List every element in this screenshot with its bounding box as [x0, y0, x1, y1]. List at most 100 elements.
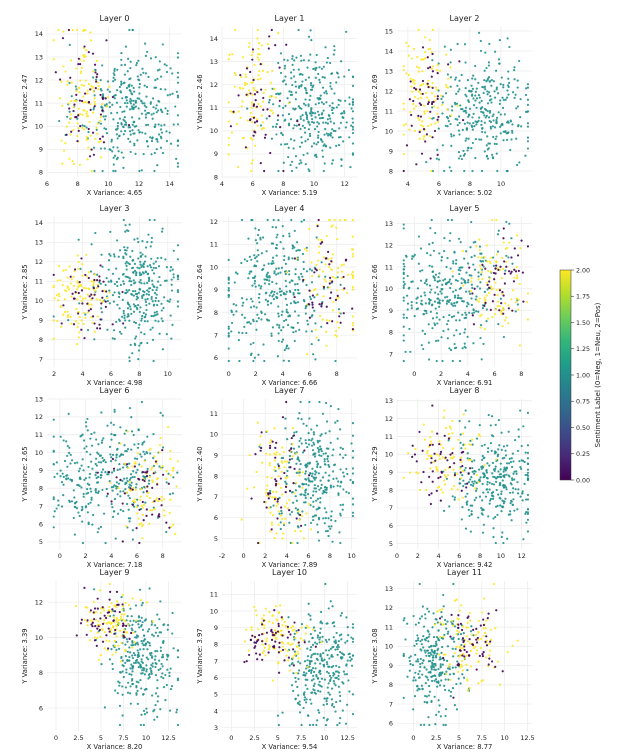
point-label-1 — [133, 90, 136, 93]
point-label-2 — [430, 123, 433, 126]
point-label-1 — [511, 491, 514, 494]
point-label-1 — [83, 478, 86, 481]
point-label-2 — [480, 256, 483, 259]
point-label-2 — [237, 110, 240, 113]
point-label-0 — [280, 506, 283, 509]
point-label-2 — [87, 271, 91, 274]
point-label-0 — [514, 270, 518, 273]
point-label-1 — [471, 116, 474, 119]
point-label-2 — [150, 468, 153, 471]
point-label-2 — [515, 274, 519, 277]
point-label-1 — [142, 692, 145, 696]
point-label-1 — [139, 648, 142, 651]
point-label-1 — [473, 459, 476, 462]
point-label-1 — [466, 149, 469, 152]
point-label-1 — [324, 432, 327, 435]
point-label-1 — [351, 480, 355, 483]
point-label-2 — [351, 274, 355, 278]
point-label-1 — [109, 230, 112, 233]
point-label-1 — [477, 275, 480, 278]
point-label-1 — [128, 83, 131, 86]
point-label-2 — [306, 353, 309, 356]
point-label-0 — [87, 276, 90, 280]
point-label-2 — [81, 113, 84, 116]
point-label-0 — [274, 482, 278, 485]
point-label-1 — [106, 299, 109, 303]
point-label-2 — [430, 169, 433, 173]
point-label-1 — [441, 288, 444, 291]
point-label-1 — [108, 302, 111, 305]
point-label-1 — [435, 157, 438, 160]
point-label-1 — [296, 456, 300, 459]
point-label-1 — [499, 504, 502, 507]
point-label-1 — [440, 336, 443, 339]
point-label-2 — [82, 322, 85, 325]
point-label-2 — [78, 163, 82, 166]
point-label-1 — [156, 626, 159, 630]
x-tick-label: 6 — [437, 180, 441, 188]
point-label-1 — [484, 51, 487, 54]
point-label-1 — [511, 452, 514, 455]
point-label-1 — [155, 288, 158, 292]
point-label-1 — [157, 695, 160, 698]
point-label-1 — [309, 472, 312, 475]
point-label-1 — [438, 305, 441, 308]
point-label-1 — [456, 118, 459, 121]
point-label-1 — [73, 462, 77, 465]
point-label-0 — [320, 302, 324, 305]
point-label-1 — [496, 475, 500, 478]
point-label-1 — [72, 489, 75, 492]
point-label-1 — [308, 98, 311, 102]
point-label-2 — [242, 136, 245, 140]
point-label-0 — [431, 70, 435, 73]
point-label-1 — [293, 310, 297, 313]
point-label-1 — [68, 43, 71, 46]
point-label-1 — [129, 517, 132, 520]
point-label-1 — [516, 508, 519, 511]
point-label-1 — [125, 264, 128, 267]
point-label-1 — [483, 69, 486, 72]
point-label-0 — [69, 76, 72, 79]
point-label-2 — [58, 265, 61, 268]
point-label-2 — [310, 261, 313, 264]
point-label-1 — [438, 252, 441, 255]
point-label-1 — [154, 296, 158, 300]
point-label-1 — [514, 488, 517, 491]
point-label-1 — [410, 257, 414, 260]
point-label-2 — [89, 103, 92, 106]
point-label-0 — [468, 266, 471, 269]
point-label-1 — [450, 218, 453, 222]
point-label-1 — [472, 104, 476, 107]
point-label-1 — [460, 447, 463, 450]
point-label-0 — [165, 521, 168, 524]
point-label-2 — [257, 74, 260, 77]
point-label-1 — [430, 218, 433, 222]
point-label-1 — [257, 228, 260, 232]
point-label-2 — [76, 122, 79, 125]
point-label-1 — [339, 60, 343, 63]
point-label-0 — [446, 459, 449, 462]
point-label-1 — [139, 664, 142, 667]
point-label-1 — [464, 482, 467, 486]
point-label-1 — [235, 310, 238, 313]
point-label-1 — [287, 359, 290, 363]
point-label-1 — [286, 438, 289, 441]
point-label-1 — [351, 98, 355, 101]
point-label-1 — [299, 400, 302, 404]
point-label-2 — [70, 295, 73, 298]
point-label-1 — [478, 424, 481, 427]
y-tick-label: 11 — [385, 433, 393, 441]
point-label-1 — [458, 419, 461, 423]
y-tick-label: 8 — [214, 472, 218, 480]
point-label-1 — [279, 241, 282, 244]
point-label-1 — [249, 343, 252, 346]
point-label-2 — [86, 158, 89, 161]
point-label-1 — [287, 155, 290, 159]
point-label-1 — [131, 654, 134, 657]
point-label-1 — [132, 303, 135, 306]
point-label-1 — [283, 254, 286, 258]
point-label-1 — [277, 339, 280, 343]
point-label-1 — [108, 90, 111, 93]
point-label-2 — [79, 295, 82, 298]
point-label-2 — [227, 120, 230, 123]
